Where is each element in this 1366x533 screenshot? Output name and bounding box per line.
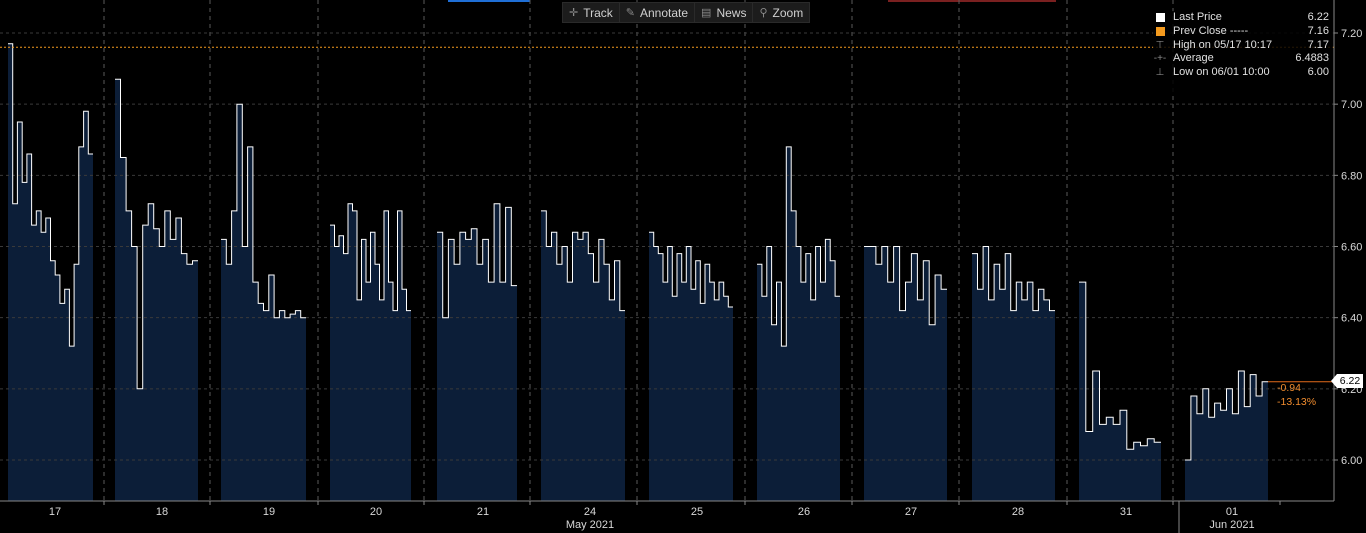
session-area-24 bbox=[541, 210, 625, 501]
legend-last-price-label: Last Price bbox=[1173, 11, 1222, 23]
magnifier-icon: ⚲ bbox=[759, 7, 768, 19]
x-tick-label: 19 bbox=[263, 506, 275, 518]
top-accent-blue bbox=[448, 0, 530, 2]
price-line-24 bbox=[541, 210, 625, 312]
legend-high[interactable]: ⊤ High on 05/17 10:17 7.17 bbox=[1153, 39, 1333, 53]
legend-high-label: High on 05/17 10:17 bbox=[1173, 38, 1273, 51]
x-tick-label: 25 bbox=[691, 506, 703, 518]
low-marker-icon: ⊥ bbox=[1155, 67, 1165, 79]
track-label: Track bbox=[583, 5, 613, 20]
pencil-icon: ✎ bbox=[625, 7, 635, 19]
x-tick-label: 18 bbox=[156, 506, 168, 518]
price-line-01 bbox=[1185, 370, 1268, 461]
legend-average-label: Average bbox=[1173, 52, 1214, 65]
legend-prev-close[interactable]: Prev Close ----- 7.16 bbox=[1153, 25, 1333, 39]
session-area-26 bbox=[757, 146, 840, 501]
legend-last-price-value: 6.22 bbox=[1307, 11, 1329, 23]
price-line-25 bbox=[649, 231, 733, 308]
session-area-19 bbox=[221, 104, 306, 501]
x-axis: 17 18 19 20 21 24 25 26 27 28 31 01 May 2021 Jun 2021 bbox=[0, 500, 1334, 533]
price-line-27 bbox=[864, 246, 947, 326]
y-tick-label: 7.20 bbox=[1341, 28, 1362, 40]
y-tick-label: 6.40 bbox=[1341, 313, 1362, 325]
legend-average-value: 6.4883 bbox=[1295, 52, 1329, 65]
x-month-label: May 2021 bbox=[566, 519, 614, 531]
change-percent: -13.13% bbox=[1277, 396, 1317, 408]
price-line-31 bbox=[1079, 281, 1161, 450]
news-icon: ▤ bbox=[701, 7, 712, 19]
white-swatch-icon bbox=[1155, 13, 1165, 23]
session-area-28 bbox=[972, 246, 1055, 501]
change-absolute: -0.94 bbox=[1277, 382, 1301, 394]
high-marker-icon: ⊤ bbox=[1155, 39, 1165, 51]
price-line-17 bbox=[8, 43, 93, 347]
crosshair-icon: ✛ bbox=[569, 7, 579, 19]
legend-low[interactable]: ⊥ Low on 06/01 10:00 6.00 bbox=[1153, 66, 1333, 80]
session-area-20 bbox=[330, 203, 411, 502]
session-area-25 bbox=[649, 232, 733, 502]
price-line-19 bbox=[221, 103, 306, 319]
grid-lines bbox=[0, 0, 1334, 501]
session-area-18 bbox=[115, 79, 198, 502]
y-tick-label: 6.00 bbox=[1341, 455, 1362, 467]
price-line-28 bbox=[972, 246, 1055, 312]
x-tick-label: 24 bbox=[584, 506, 596, 518]
y-tick-label: 6.60 bbox=[1341, 242, 1362, 254]
zoom-label: Zoom bbox=[772, 5, 804, 20]
session-area-31 bbox=[1079, 282, 1161, 501]
zoom-button[interactable]: ⚲ Zoom bbox=[753, 3, 809, 22]
legend-average[interactable]: -+- Average 6.4883 bbox=[1153, 52, 1333, 66]
x-tick-label: 28 bbox=[1012, 506, 1024, 518]
x-tick-label: 21 bbox=[477, 506, 489, 518]
y-tick-label: 6.80 bbox=[1341, 170, 1362, 182]
x-tick-label: 20 bbox=[370, 506, 382, 518]
chart-toolbar: ✛ Track ✎ Annotate ▤ News ⚲ Zoom bbox=[562, 2, 811, 23]
average-marker-icon: -+- bbox=[1153, 53, 1167, 65]
legend-prev-close-label: Prev Close ----- bbox=[1173, 24, 1249, 37]
chart-legend: Last Price 6.22 Prev Close ----- 7.16 ⊤ … bbox=[1153, 11, 1333, 95]
top-accent-red bbox=[888, 0, 1056, 2]
news-button[interactable]: ▤ News bbox=[695, 3, 754, 22]
x-tick-label: 01 bbox=[1226, 506, 1238, 518]
session-area-21 bbox=[437, 203, 517, 502]
x-tick-label: 27 bbox=[905, 506, 917, 518]
price-line-18 bbox=[115, 78, 198, 390]
price-line-26 bbox=[757, 146, 840, 347]
orange-swatch-icon bbox=[1155, 27, 1165, 37]
session-areas bbox=[8, 43, 1268, 502]
news-label: News bbox=[716, 5, 747, 20]
x-tick-label: 31 bbox=[1120, 506, 1132, 518]
legend-prev-close-value: 7.16 bbox=[1307, 24, 1329, 37]
last-price-tag: 6.22 bbox=[1331, 374, 1363, 388]
y-tick-label: 7.00 bbox=[1341, 99, 1362, 111]
x-month-label: Jun 2021 bbox=[1209, 519, 1254, 531]
session-area-27 bbox=[864, 246, 947, 501]
price-series bbox=[0, 43, 1334, 461]
legend-high-value: 7.17 bbox=[1307, 38, 1329, 51]
legend-low-value: 6.00 bbox=[1307, 66, 1329, 79]
y-axis: 6.006.206.406.606.807.007.20 bbox=[1333, 0, 1362, 501]
x-tick-label: 17 bbox=[49, 506, 61, 518]
x-tick-label: 26 bbox=[798, 506, 810, 518]
price-line-20 bbox=[330, 203, 411, 312]
track-button[interactable]: ✛ Track bbox=[563, 3, 620, 22]
annotate-button[interactable]: ✎ Annotate bbox=[620, 3, 696, 22]
session-area-17 bbox=[8, 43, 93, 501]
session-area-01 bbox=[1185, 371, 1268, 501]
annotate-label: Annotate bbox=[640, 5, 689, 20]
legend-last-price[interactable]: Last Price 6.22 bbox=[1153, 11, 1333, 25]
price-line-21 bbox=[437, 203, 517, 319]
legend-low-label: Low on 06/01 10:00 bbox=[1173, 66, 1270, 79]
